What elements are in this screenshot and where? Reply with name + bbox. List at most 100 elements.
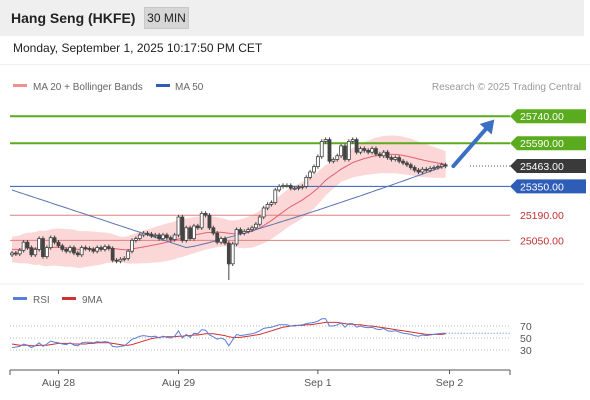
level-tag-label: 25190.00	[520, 210, 564, 222]
candle	[164, 232, 169, 240]
candle	[33, 247, 38, 257]
arrow-shaft	[451, 121, 493, 169]
candle	[122, 256, 127, 262]
candle-body	[52, 237, 57, 243]
candle	[234, 227, 239, 247]
candle	[203, 211, 208, 218]
candle	[346, 139, 351, 162]
candle	[184, 225, 189, 243]
candle-body	[308, 171, 313, 178]
candle-body	[72, 247, 76, 254]
candle	[141, 231, 146, 238]
candle-body	[269, 202, 274, 205]
candle-body	[389, 157, 394, 160]
candle	[284, 183, 289, 188]
candle-body	[195, 225, 200, 229]
candle-body	[304, 176, 309, 187]
candle	[408, 162, 413, 170]
candle	[60, 243, 65, 252]
candle-body	[79, 247, 84, 256]
candle-body	[315, 156, 320, 167]
candle-body	[44, 247, 49, 258]
candle	[250, 225, 254, 232]
candle	[64, 247, 69, 254]
candle	[362, 146, 367, 153]
candle-body	[207, 214, 212, 229]
candles	[10, 137, 448, 280]
time-tick-label: Aug 29	[162, 377, 195, 389]
candle	[199, 211, 204, 230]
level-lines	[10, 115, 510, 241]
candle-body	[377, 153, 382, 157]
candle	[389, 155, 394, 162]
candle	[424, 167, 429, 173]
candle-body	[408, 164, 413, 168]
candle-body	[424, 168, 429, 171]
candle	[354, 137, 359, 155]
candle	[95, 245, 100, 254]
candle	[292, 186, 297, 191]
candle-body	[223, 238, 227, 244]
candle-body	[281, 185, 285, 187]
candle-body	[10, 252, 14, 256]
candle-body	[428, 167, 433, 171]
candle	[420, 167, 425, 175]
candle	[180, 214, 185, 243]
level-tag-25050: 25050.00	[520, 235, 564, 247]
candle	[223, 236, 227, 246]
candle	[327, 137, 332, 164]
candle	[87, 246, 92, 252]
level-tag-25190: 25190.00	[520, 210, 564, 222]
candle	[416, 168, 421, 175]
candle	[323, 137, 328, 144]
candle	[370, 146, 374, 155]
candle	[432, 165, 436, 171]
candle	[343, 143, 347, 162]
candle-body	[149, 233, 154, 237]
arrow-head-icon	[479, 119, 495, 135]
candle-body	[273, 189, 278, 203]
candle	[350, 137, 355, 144]
candle-body	[405, 162, 409, 166]
level-tag-bg	[510, 136, 586, 151]
candle-body	[37, 238, 42, 250]
level-tag-bg	[510, 179, 586, 194]
candle	[397, 155, 402, 164]
candle	[377, 151, 382, 158]
candle	[339, 143, 344, 158]
candle-body	[91, 248, 96, 252]
candle	[13, 250, 18, 257]
candle	[168, 235, 173, 242]
level-tag-25350: 25350.00	[510, 179, 586, 194]
level-tag-label: 25740.00	[520, 111, 564, 123]
candle-body	[176, 216, 181, 236]
ma50-legend-label: MA 50	[175, 82, 204, 93]
candle	[265, 202, 270, 211]
candle	[401, 159, 405, 166]
candle-body	[250, 227, 254, 231]
level-tag-25463: 25463.00	[510, 159, 586, 174]
candle-body	[401, 160, 405, 164]
copyright-text: Research © 2025 Trading Central	[432, 82, 581, 93]
candle-body	[13, 252, 18, 255]
candle	[133, 236, 138, 243]
candle-body	[199, 212, 204, 229]
rsi-legend-swatch	[13, 297, 27, 300]
candle-body	[284, 185, 289, 187]
timeframe-button[interactable]: 30 MIN	[144, 7, 189, 29]
candle	[161, 232, 165, 241]
rsi-tick-label: 30	[520, 345, 532, 357]
candle-body	[172, 234, 177, 240]
chart-header: Hang Seng (HKFE) 30 MIN	[0, 0, 584, 36]
bollinger-bands	[12, 135, 446, 268]
candle-body	[397, 157, 402, 162]
candle-body	[366, 149, 371, 153]
candle-body	[362, 148, 367, 151]
candle-body	[432, 167, 436, 169]
candle-body	[17, 249, 22, 255]
candle	[195, 223, 200, 230]
candle-body	[215, 232, 220, 243]
candle	[428, 166, 433, 173]
